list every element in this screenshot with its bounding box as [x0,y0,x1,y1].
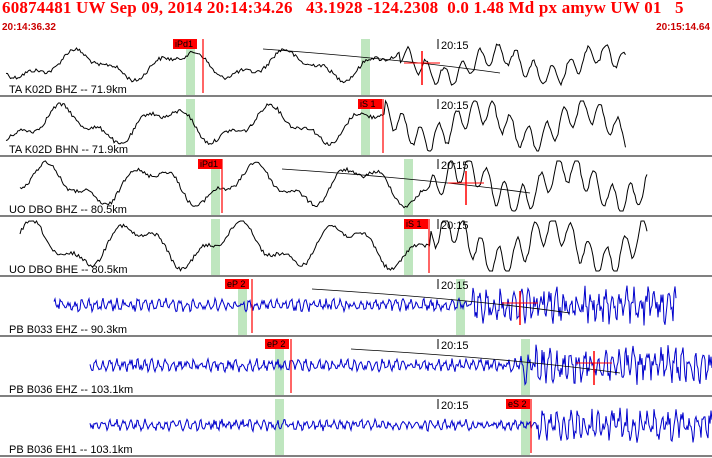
start-time: 20:14:36.32 [2,22,56,33]
waveform-trace [5,99,626,152]
waveform-trace [5,43,626,87]
seismogram-panel[interactable]: iPd1 20:15 TA K02D BHZ -- 71.9km iS 1 20:15 T… [0,36,712,458]
time-mark: 20:15 [441,40,469,52]
pick-label: eP 2 [267,339,285,349]
pick-window [404,159,413,215]
travel-time-curve [281,168,531,194]
pick-label-box [265,339,289,349]
pick-window [186,39,195,95]
pick-window [211,219,220,275]
time-mark: 20:15 [441,220,469,232]
station-label: PB B036 EH1 -- 103.1km [9,444,133,456]
station-label: PB B036 EHZ -- 103.1km [9,384,133,396]
pick-window [211,159,220,215]
time-mark: 20:15 [441,280,469,292]
pick-label-box [506,399,530,409]
travel-time-curve [311,288,571,314]
pick-label-box [198,159,222,169]
waveform-trace [19,220,648,272]
waveform-trace [53,285,677,326]
pick-label: iPd1 [200,159,218,169]
pick-label: eS 2 [508,399,527,409]
pick-label-box [358,99,382,109]
event-title: 60874481 UW Sep 09, 2014 20:14:34.26 43.… [2,0,684,17]
station-label: UO DBO BHE -- 80.5km [9,264,128,276]
time-mark: 20:15 [441,160,469,172]
station-label: TA K02D BHN -- 71.9km [9,144,128,156]
travel-time-curve [262,48,501,74]
pick-label-box [404,219,428,229]
waveform-trace [89,344,712,386]
time-mark: 20:15 [441,340,469,352]
waveform-trace [19,160,648,212]
pick-label: iS 1 [406,219,422,229]
end-time: 20:15:14.64 [656,22,710,33]
time-mark: 20:15 [441,100,469,112]
pick-label: eP 2 [227,279,245,289]
pick-window [521,339,530,395]
pick-window [238,279,247,335]
pick-label-box [173,39,197,49]
pick-label-box [225,279,249,289]
pick-window [361,99,370,155]
station-label: PB B033 EHZ -- 90.3km [9,324,127,336]
time-mark: 20:15 [441,400,469,412]
pick-window [361,39,370,95]
pick-label: iS 1 [360,99,376,109]
pick-window [186,99,195,155]
pick-label: iPd1 [175,39,193,49]
station-label: UO DBO BHZ -- 80.5km [9,204,127,216]
station-label: TA K02D BHZ -- 71.9km [9,84,127,96]
event-header: 60874481 UW Sep 09, 2014 20:14:34.26 43.… [0,0,712,36]
waveform-trace [89,407,712,443]
pick-window [404,219,413,275]
